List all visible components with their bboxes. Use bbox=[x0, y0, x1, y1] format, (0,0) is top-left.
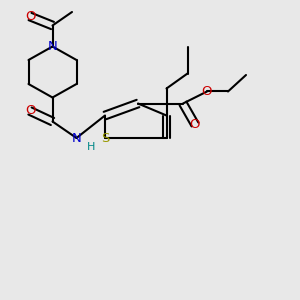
Text: O: O bbox=[25, 104, 35, 118]
Text: N: N bbox=[48, 40, 57, 53]
Text: N: N bbox=[72, 131, 81, 145]
Text: H: H bbox=[87, 142, 96, 152]
Text: O: O bbox=[190, 118, 200, 131]
Text: O: O bbox=[202, 85, 212, 98]
Text: O: O bbox=[25, 10, 35, 23]
Text: S: S bbox=[101, 131, 109, 145]
